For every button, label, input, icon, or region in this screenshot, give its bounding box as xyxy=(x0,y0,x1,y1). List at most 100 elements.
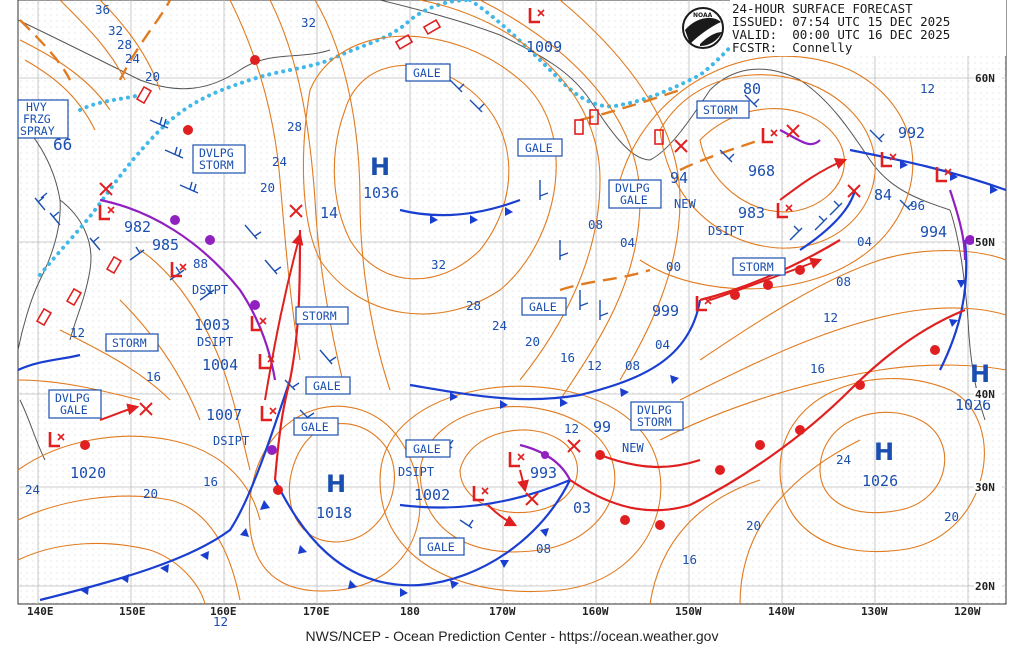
high-symbols: H H H H xyxy=(326,153,990,498)
svg-text:94: 94 xyxy=(670,169,688,187)
storm-label: STORM xyxy=(732,257,786,276)
noaa-logo: NOAA xyxy=(682,7,724,49)
svg-text:08: 08 xyxy=(588,217,603,232)
svg-text:88: 88 xyxy=(193,256,208,271)
isobar-labels: 36 32 28 24 20 12 66 88 16 24 20 16 12 3… xyxy=(25,2,959,629)
hvy-frzg-spray-label: HVY FRZG SPRAY xyxy=(17,99,69,139)
dvlpg-gale-label-east: DVLPG GALE xyxy=(608,179,662,209)
svg-text:120W: 120W xyxy=(954,605,981,618)
svg-text:60N: 60N xyxy=(975,72,995,85)
pressure-value: 1003 xyxy=(194,316,230,334)
issued-time: ISSUED: 07:54 UTC 15 DEC 2025 xyxy=(732,14,951,29)
low-center-markers xyxy=(99,124,861,506)
svg-text:00: 00 xyxy=(666,259,681,274)
svg-text:GALE: GALE xyxy=(620,193,648,207)
svg-text:28: 28 xyxy=(117,37,132,52)
pressure-value: 968 xyxy=(748,162,775,180)
svg-text:130W: 130W xyxy=(861,605,888,618)
svg-text:140W: 140W xyxy=(768,605,795,618)
svg-text:STORM: STORM xyxy=(112,336,147,350)
svg-text:DVLPG: DVLPG xyxy=(55,391,90,405)
svg-text:20: 20 xyxy=(944,509,959,524)
svg-text:180: 180 xyxy=(400,605,420,618)
pressure-value: 983 xyxy=(738,204,765,222)
svg-text:03: 03 xyxy=(573,499,591,517)
svg-text:140E: 140E xyxy=(27,605,54,618)
high-symbol: H xyxy=(874,438,894,466)
svg-text:30N: 30N xyxy=(975,481,995,494)
svg-text:20: 20 xyxy=(143,486,158,501)
forecast-header: 24-HOUR SURFACE FORECAST ISSUED: 07:54 UT… xyxy=(732,2,1024,54)
svg-text:170E: 170E xyxy=(303,605,330,618)
gale-label: GALE xyxy=(517,138,563,157)
svg-text:GALE: GALE xyxy=(313,379,341,393)
gale-label: GALE xyxy=(419,537,465,556)
svg-text:DVLPG: DVLPG xyxy=(637,403,672,417)
ocean-background xyxy=(18,0,1006,604)
svg-text:GALE: GALE xyxy=(413,66,441,80)
svg-text:FRZG: FRZG xyxy=(23,112,51,126)
svg-text:32: 32 xyxy=(431,257,446,272)
svg-text:GALE: GALE xyxy=(529,300,557,314)
longitude-labels: 140E 150E 160E 170E 180 170W 160W 150W 1… xyxy=(26,605,983,618)
svg-text:STORM: STORM xyxy=(703,103,738,117)
svg-text:24: 24 xyxy=(272,154,287,169)
cold-front-barbs xyxy=(80,160,998,597)
svg-text:50N: 50N xyxy=(975,236,995,249)
svg-text:160W: 160W xyxy=(582,605,609,618)
svg-text:32: 32 xyxy=(108,23,123,38)
svg-text:20N: 20N xyxy=(975,580,995,593)
dsipt-label: DSIPT xyxy=(398,465,434,479)
cold-fronts xyxy=(17,148,1007,602)
pressure-value: 1009 xyxy=(526,38,562,56)
forecaster: FCSTR: Connelly xyxy=(732,40,853,55)
gale-label: GALE xyxy=(405,63,451,82)
storm-label: STORM xyxy=(295,306,349,325)
annotation-text: DSIPT DSIPT DSIPT DSIPT DSIPT NEW NEW xyxy=(192,197,744,479)
svg-text:16: 16 xyxy=(203,474,218,489)
svg-text:HVY: HVY xyxy=(26,100,47,114)
pressure-value: 992 xyxy=(898,124,925,142)
svg-text:150E: 150E xyxy=(119,605,146,618)
svg-text:24: 24 xyxy=(836,452,851,467)
svg-text:24: 24 xyxy=(492,318,507,333)
dsipt-label: DSIPT xyxy=(192,283,228,297)
high-symbol: H xyxy=(370,153,390,181)
gale-label: GALE xyxy=(521,297,567,316)
svg-text:160E: 160E xyxy=(210,605,237,618)
storm-label: STORM xyxy=(696,100,750,119)
svg-text:16: 16 xyxy=(682,552,697,567)
svg-text:96: 96 xyxy=(910,198,925,213)
svg-text:66: 66 xyxy=(53,135,72,154)
pressure-value: 1018 xyxy=(316,504,352,522)
warm-fronts xyxy=(273,229,966,512)
svg-text:DVLPG: DVLPG xyxy=(615,181,650,195)
lat-lon-grid xyxy=(18,0,1006,604)
svg-text:20: 20 xyxy=(525,334,540,349)
dsipt-label: DSIPT xyxy=(197,335,233,349)
svg-text:12: 12 xyxy=(920,81,935,96)
pressure-value: 993 xyxy=(530,464,557,482)
svg-text:16: 16 xyxy=(560,350,575,365)
svg-text:STORM: STORM xyxy=(199,158,234,172)
low-symbols xyxy=(48,8,952,502)
dsipt-label: DSIPT xyxy=(708,224,744,238)
svg-text:NOAA: NOAA xyxy=(693,12,713,19)
svg-text:12: 12 xyxy=(587,358,602,373)
svg-text:04: 04 xyxy=(655,337,670,352)
gale-label: GALE xyxy=(305,376,351,395)
svg-text:STORM: STORM xyxy=(637,415,672,429)
svg-text:28: 28 xyxy=(287,119,302,134)
svg-text:20: 20 xyxy=(260,180,275,195)
dvlpg-gale-label-west: DVLPG GALE xyxy=(48,389,102,419)
pressure-value: 1026 xyxy=(862,472,898,490)
pressure-value: 1020 xyxy=(70,464,106,482)
pressure-value: 1026 xyxy=(955,396,991,414)
svg-text:08: 08 xyxy=(836,274,851,289)
pressure-value: 999 xyxy=(652,302,679,320)
footer-credit: NWS/NCEP - Ocean Prediction Center - htt… xyxy=(305,628,719,644)
occluded-front-symbols xyxy=(170,215,975,459)
high-symbol: H xyxy=(326,470,346,498)
svg-text:99: 99 xyxy=(593,418,611,436)
svg-text:24: 24 xyxy=(125,51,140,66)
